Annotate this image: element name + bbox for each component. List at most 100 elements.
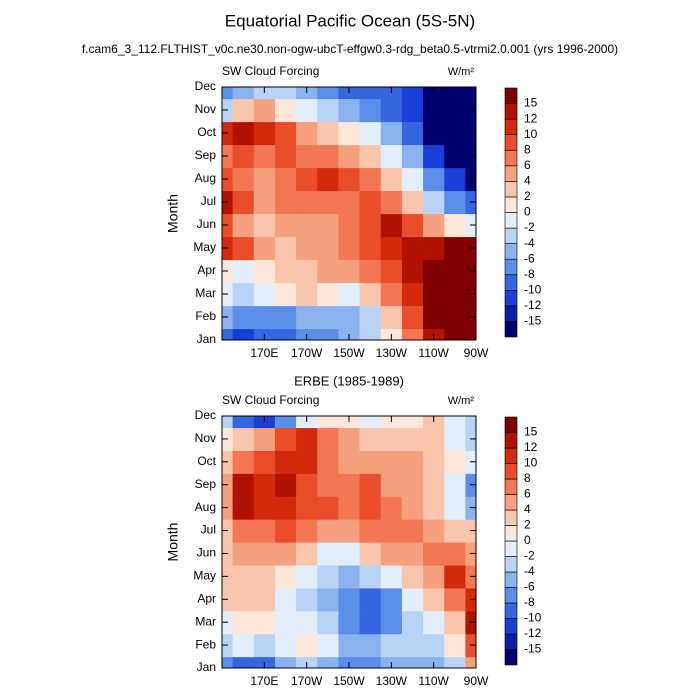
y-tick-label: Aug <box>195 500 216 514</box>
x-tick-label: 170E <box>250 346 278 360</box>
contour-cell <box>444 473 467 497</box>
colorbar-box <box>504 118 518 135</box>
contour-cell <box>380 450 403 474</box>
contour-cell <box>232 633 255 658</box>
contour-cell <box>296 416 318 429</box>
plot-area: 170E 170W 150W 130W 110W 90W Jan Feb Mar Apr May Ju… <box>165 64 542 360</box>
x-tick-label: 110W <box>418 346 449 360</box>
contour-cell <box>423 87 445 100</box>
contour-cell <box>317 496 340 520</box>
contour-cell <box>444 450 467 474</box>
contour-cell <box>444 190 467 215</box>
contour-cell <box>317 542 340 566</box>
contour-cell <box>253 473 276 497</box>
y-tick-label: Nov <box>195 431 216 445</box>
contour-cell <box>444 542 467 566</box>
contour-cell <box>380 213 403 238</box>
contour-cell <box>274 519 297 543</box>
contour-cell <box>232 610 255 635</box>
contour-cell <box>338 610 361 635</box>
x-tick-label: 150W <box>333 346 365 360</box>
contour-cell <box>317 121 340 146</box>
colorbar-label: 8 <box>524 471 531 485</box>
contour-cell <box>380 473 403 497</box>
y-tick-label: Dec <box>195 408 216 422</box>
colorbar-label: 4 <box>524 174 531 188</box>
contour-cell <box>380 610 403 635</box>
colorbar-box <box>504 87 518 104</box>
colorbar-label: 0 <box>524 533 531 547</box>
contour-cell <box>317 259 340 284</box>
y-tick-label: Apr <box>197 263 216 277</box>
colorbar-box <box>504 602 518 619</box>
contour-cell <box>359 144 382 169</box>
x-tick-label: 110W <box>418 674 449 688</box>
contour-cell <box>232 519 255 543</box>
contour-cell <box>338 450 361 474</box>
contour-cell <box>274 213 297 238</box>
contour-cell <box>296 213 318 238</box>
contour-cell <box>232 213 255 238</box>
y-tick-label: Feb <box>195 637 216 651</box>
colorbar-box <box>504 633 518 650</box>
y-tick-label: Mar <box>195 614 216 628</box>
contour-cell <box>296 305 318 330</box>
y-tick-label: Nov <box>195 102 216 116</box>
contour-cell <box>253 542 276 566</box>
contour-cell <box>274 305 297 330</box>
colorbar-box <box>504 103 518 120</box>
units-label: W/m² <box>448 66 475 78</box>
colorbar-box <box>504 181 518 198</box>
colorbar-box <box>504 509 518 526</box>
contour-cell <box>401 121 424 146</box>
contour-cell <box>338 564 361 589</box>
contour-cell <box>317 587 340 612</box>
contour-cell <box>380 87 403 100</box>
contour-cell <box>296 259 318 284</box>
contour-cell <box>317 610 340 635</box>
contour-cell <box>296 450 318 474</box>
contour-cell <box>380 633 403 658</box>
y-tick-label: Jul <box>201 523 216 537</box>
contour-cell <box>232 236 255 261</box>
contour-cell <box>338 190 361 215</box>
contour-cell <box>444 282 467 307</box>
colorbar-label: -6 <box>524 580 535 594</box>
contour-cell <box>380 305 403 330</box>
contour-cell <box>401 633 424 658</box>
contour-cell <box>317 633 340 658</box>
contour-cell <box>444 121 467 146</box>
contour-cell <box>253 450 276 474</box>
contour-cell <box>401 98 424 123</box>
colorbar-label: 2 <box>524 518 531 532</box>
contour-cell <box>232 496 255 520</box>
contour-cell <box>232 144 255 169</box>
y-tick-label: Mar <box>195 286 216 300</box>
contour-cell <box>232 167 255 192</box>
contour-cell <box>465 656 476 668</box>
contour-cell <box>274 416 297 429</box>
contour-cell <box>274 236 297 261</box>
contour-cell <box>274 87 297 100</box>
contour-cell <box>444 236 467 261</box>
contour-cell <box>296 236 318 261</box>
contour-cell <box>423 427 445 451</box>
contour-cell <box>232 98 255 123</box>
contour-cell <box>423 542 445 566</box>
x-tick-label: 170E <box>250 674 278 688</box>
contour-cell <box>253 282 276 307</box>
y-tick-label: May <box>193 240 216 254</box>
colorbar-box <box>504 416 518 433</box>
contour-cell <box>401 167 424 192</box>
contour-cell <box>401 213 424 238</box>
contour-cell <box>401 87 424 100</box>
contour-cell <box>274 190 297 215</box>
contour-cell <box>338 427 361 451</box>
contour-cell <box>423 633 445 658</box>
colorbar-label: -2 <box>524 220 535 234</box>
contour-cell <box>317 98 340 123</box>
y-tick-label: Jun <box>197 546 216 560</box>
contour-cell <box>274 542 297 566</box>
contour-cell <box>253 564 276 589</box>
